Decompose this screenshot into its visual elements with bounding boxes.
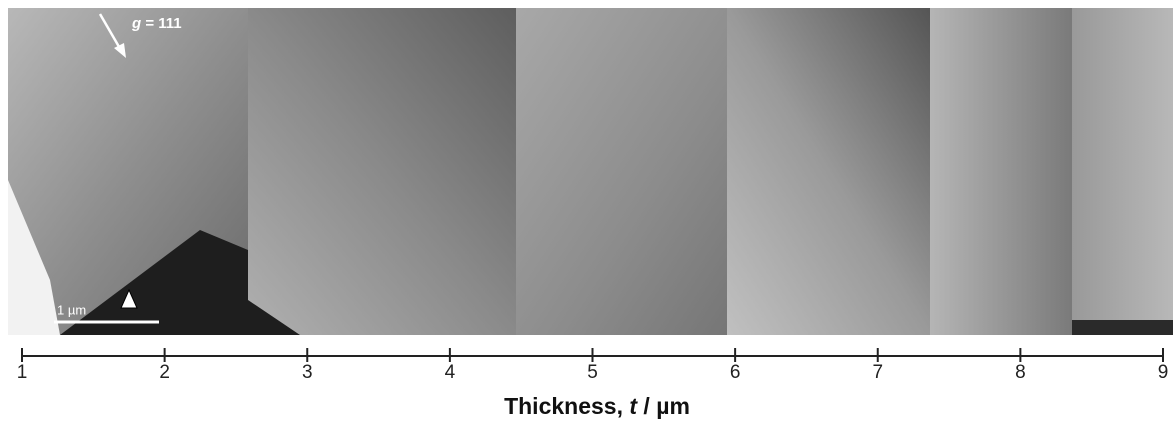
x-axis: 1 2 3 4 5 6 7 8 9 <box>17 348 1169 383</box>
panel <box>930 8 1072 335</box>
bright-region <box>8 180 60 335</box>
x-axis-label: Thickness, t / µm <box>504 393 690 419</box>
scale-bar-label: 1 µm <box>57 302 86 317</box>
g-symbol: g <box>131 15 141 32</box>
label-part: Thickness, <box>504 393 629 419</box>
x-tick-label: 3 <box>302 362 313 383</box>
x-tick-label: 5 <box>587 362 598 383</box>
label-symbol: t <box>629 393 638 419</box>
dark-region <box>60 230 248 335</box>
panel <box>516 8 727 335</box>
arrow-head <box>114 43 126 58</box>
x-tick-label: 8 <box>1015 362 1026 383</box>
panel <box>727 8 930 335</box>
dark-region <box>248 300 300 335</box>
dark-region <box>1072 320 1173 335</box>
panel <box>1072 8 1173 335</box>
marker <box>120 288 138 309</box>
x-tick-label: 6 <box>730 362 741 383</box>
arrow <box>98 13 124 53</box>
panel <box>248 8 516 335</box>
label-unit: / µm <box>637 393 690 419</box>
x-tick-label: 1 <box>17 362 28 383</box>
diffraction-label: g = 111 <box>131 15 182 32</box>
x-tick-label: 9 <box>1158 362 1169 383</box>
micrograph-panels <box>8 8 1173 335</box>
x-tick-label: 4 <box>445 362 456 383</box>
g-value: = 111 <box>141 15 181 32</box>
x-tick-label: 2 <box>159 362 170 383</box>
x-tick-label: 7 <box>872 362 883 383</box>
